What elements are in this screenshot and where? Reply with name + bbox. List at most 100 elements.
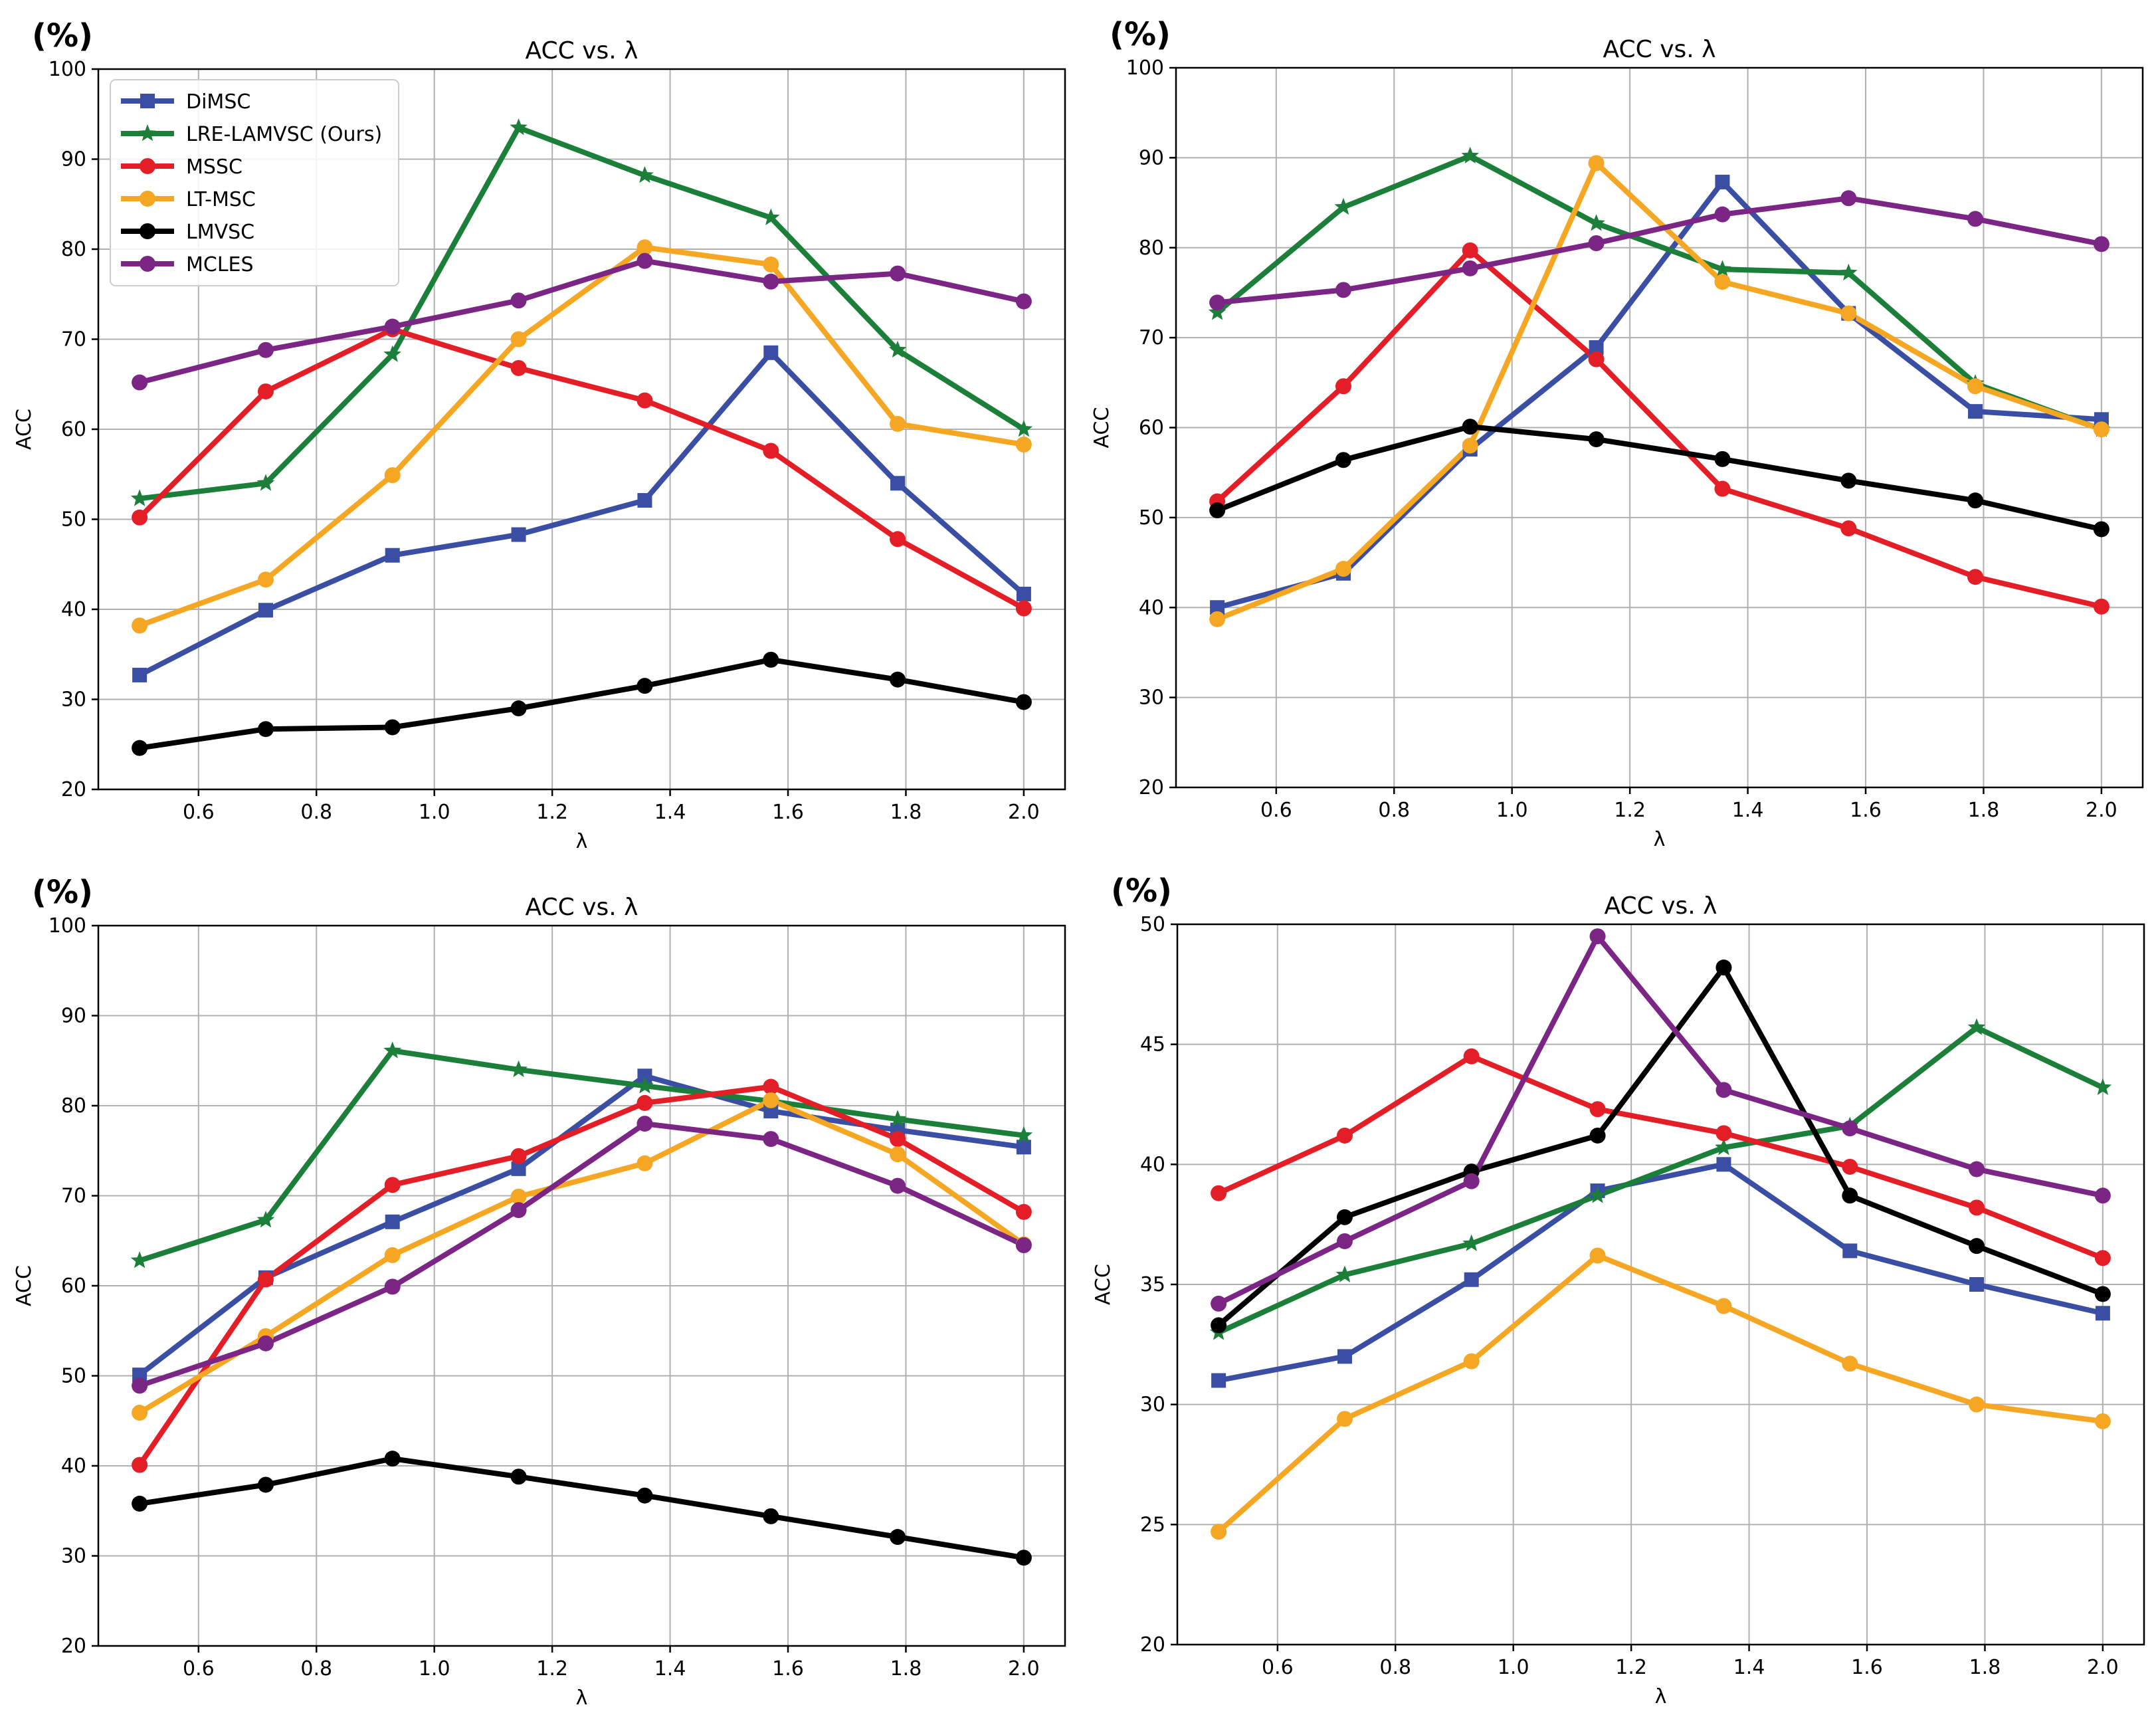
- data-point-lmvsc: [132, 1495, 148, 1512]
- y-tick-label: 30: [1140, 1393, 1165, 1417]
- y-axis-label: ACC: [13, 1265, 36, 1306]
- series-line-lre-lamvsc-ours: [1215, 153, 2104, 433]
- percent-unit-label: (%): [1110, 16, 1171, 53]
- x-tick-label: 1.0: [1496, 799, 1528, 822]
- chart-title: ACC vs. λ: [1603, 36, 1716, 63]
- data-point-dimsc: [1016, 586, 1031, 601]
- y-tick-label: 90: [1139, 146, 1164, 169]
- data-point-mssc: [1588, 351, 1605, 367]
- x-tick-label: 0.6: [1260, 799, 1292, 822]
- y-tick-label: 80: [1139, 237, 1164, 260]
- data-point-mcles: [1463, 1173, 1480, 1189]
- data-point-dimsc: [1337, 1349, 1352, 1364]
- data-point-mssc: [763, 443, 779, 459]
- data-point-lt-msc: [1209, 611, 1226, 627]
- data-point-lmvsc: [637, 678, 653, 694]
- x-tick-label: 1.4: [1732, 799, 1764, 822]
- data-point-dimsc: [1016, 1140, 1031, 1155]
- percent-unit-label: (%): [32, 17, 93, 54]
- data-point-mcles: [2094, 1187, 2111, 1204]
- series-group: [1209, 928, 2112, 1540]
- data-point-mcles: [1589, 928, 1606, 945]
- y-tick-label: 20: [1139, 776, 1164, 799]
- series-line-dimsc: [137, 350, 1027, 678]
- data-point-lmvsc: [1015, 1550, 1032, 1566]
- x-tick-label: 1.6: [1851, 1656, 1883, 1679]
- data-point-mcles: [1336, 1233, 1353, 1249]
- data-point-lt-msc: [2093, 421, 2109, 438]
- data-point-lt-msc: [1969, 1396, 1985, 1413]
- data-point-mssc: [132, 1457, 148, 1473]
- data-point-lmvsc: [1211, 1317, 1227, 1334]
- x-tick-label: 1.8: [890, 1657, 922, 1680]
- data-point-mcles: [1842, 1120, 1858, 1137]
- y-axis-label: ACC: [1092, 1264, 1115, 1305]
- data-point-lmvsc: [1335, 452, 1351, 468]
- series-line-mssc: [137, 1084, 1027, 1468]
- data-point-lre-lamvsc-ours: [2094, 1078, 2112, 1095]
- series-line-lre-lamvsc-ours: [137, 125, 1027, 502]
- data-point-lt-msc: [1842, 1356, 1858, 1372]
- data-point-dimsc: [1210, 600, 1225, 615]
- data-point-mssc: [1967, 569, 1984, 585]
- data-point-lmvsc: [890, 671, 906, 688]
- data-point-lmvsc: [1969, 1238, 1985, 1255]
- legend: DiMSC LRE-LAMVSC (Ours) MSSC LT-MSC LMVSC MCL…: [110, 79, 399, 286]
- data-point-mcles: [2093, 236, 2109, 253]
- series-line-lt-msc: [137, 1097, 1027, 1416]
- data-point-lt-msc: [384, 467, 401, 484]
- data-point-mcles: [637, 253, 653, 269]
- data-point-lmvsc: [1462, 419, 1478, 435]
- x-tick-label: 1.0: [419, 1657, 450, 1680]
- y-tick-label: 50: [61, 1365, 86, 1388]
- data-point-lt-msc: [637, 1155, 653, 1171]
- chart-panel-3: 0.6 0.8 1.0 1.2 1.4 1.6 1.8 2.0 20 30 40 50 60 70 80 90…: [13, 874, 1066, 1710]
- legend-marker-lmvsc: [140, 223, 155, 239]
- y-tick-label: 45: [1140, 1033, 1165, 1057]
- x-tick-label: 2.0: [1008, 1657, 1040, 1680]
- data-point-mssc: [1335, 378, 1351, 395]
- data-point-lre-lamvsc-ours: [256, 1211, 275, 1228]
- y-tick-label: 70: [1139, 326, 1164, 350]
- data-point-lmvsc: [384, 1451, 401, 1467]
- chart-panel-1: 0.6 0.8 1.0 1.2 1.4 1.6 1.8 2.0 20 30 40 50 60 70 80 90…: [13, 17, 1066, 853]
- y-tick-label: 100: [1126, 56, 1164, 80]
- data-point-lmvsc: [1715, 960, 1732, 976]
- data-point-dimsc: [1716, 1157, 1731, 1172]
- x-tick-label: 1.8: [1968, 799, 2000, 822]
- data-point-dimsc: [1464, 1272, 1479, 1287]
- data-point-mcles: [637, 1116, 653, 1132]
- data-point-mssc: [257, 1271, 274, 1288]
- data-point-lt-msc: [132, 617, 148, 634]
- data-point-lre-lamvsc-ours: [1462, 1234, 1480, 1251]
- x-tick-label: 2.0: [2087, 1656, 2119, 1679]
- data-point-lt-msc: [1335, 561, 1351, 577]
- data-point-mcles: [257, 342, 274, 358]
- data-point-mcles: [1209, 294, 1226, 311]
- data-point-dimsc: [1211, 1373, 1226, 1388]
- legend-label-lre-lamvsc-ours: LRE-LAMVSC (Ours): [186, 123, 382, 146]
- data-point-lmvsc: [1209, 502, 1226, 519]
- data-point-lmvsc: [1967, 492, 1984, 509]
- percent-unit-label: (%): [1111, 872, 1172, 910]
- x-axis-label: λ: [576, 1686, 588, 1710]
- y-tick-label: 60: [61, 1274, 86, 1298]
- data-point-lre-lamvsc-ours: [1208, 303, 1226, 320]
- data-point-mcles: [1335, 282, 1351, 298]
- data-point-lt-msc: [1211, 1524, 1227, 1540]
- series-line-mcles: [1216, 934, 2106, 1306]
- x-tick-label: 1.4: [1733, 1656, 1765, 1679]
- data-point-mcles: [132, 1377, 148, 1394]
- y-tick-label: 30: [61, 1545, 86, 1568]
- legend-label-lt-msc: LT-MSC: [186, 188, 256, 211]
- data-point-dimsc: [511, 1161, 526, 1176]
- data-point-mssc: [510, 1148, 527, 1164]
- data-point-mssc: [1714, 480, 1731, 497]
- y-tick-label: 80: [61, 238, 86, 261]
- data-point-lre-lamvsc-ours: [1589, 1186, 1607, 1203]
- y-tick-label: 90: [61, 1005, 86, 1028]
- data-point-lmvsc: [257, 721, 274, 738]
- y-axis-label: ACC: [13, 409, 36, 450]
- data-point-lre-lamvsc-ours: [383, 1041, 401, 1059]
- data-point-mssc: [890, 1131, 906, 1148]
